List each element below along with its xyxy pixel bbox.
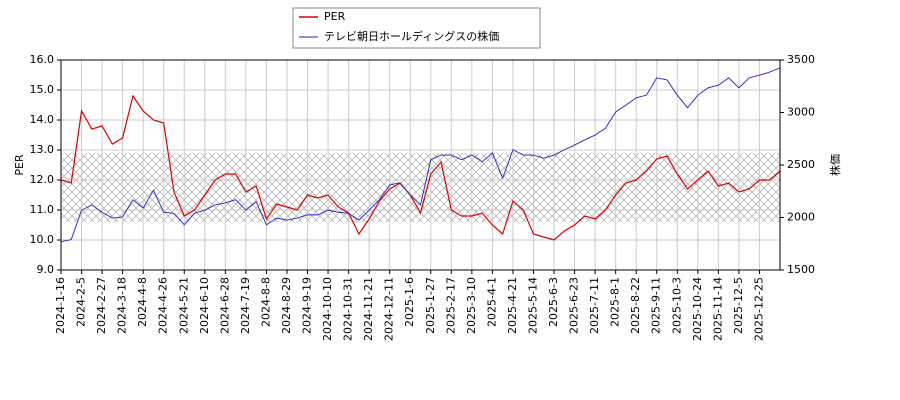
y2-tick-label: 3000 <box>787 106 815 119</box>
x-tick-label: 2025-4-21 <box>506 277 519 334</box>
x-tick-label: 2024-5-21 <box>177 277 190 334</box>
x-tick-label: 2025-12-25 <box>752 277 765 341</box>
y-tick-label: 13.0 <box>30 143 55 156</box>
x-tick-label: 2024-7-19 <box>239 277 252 334</box>
x-tick-label: 2025-2-17 <box>444 277 457 334</box>
x-tick-label: 2024-11-21 <box>362 277 375 341</box>
x-tick-label: 2025-1-6 <box>403 277 416 327</box>
x-tick-label: 2024-4-8 <box>136 277 149 327</box>
x-tick-label: 2024-10-31 <box>342 277 355 341</box>
legend: PER テレビ朝日ホールディングスの株価 <box>292 7 541 49</box>
y-tick-label: 15.0 <box>30 83 55 96</box>
legend-label: テレビ朝日ホールディングスの株価 <box>324 29 499 43</box>
x-tick-label: 2024-10-10 <box>321 277 334 341</box>
x-tick-label: 2024-8-29 <box>280 277 293 334</box>
x-tick-label: 2025-3-10 <box>465 277 478 334</box>
x-tick-label: 2025-8-1 <box>609 277 622 327</box>
x-tick-label: 2025-10-24 <box>691 277 704 341</box>
y2-tick-label: 2500 <box>787 158 815 171</box>
x-tick-label: 2024-12-11 <box>383 277 396 341</box>
x-tick-label: 2025-9-11 <box>650 277 663 334</box>
y-tick-label: 10.0 <box>30 233 55 246</box>
y2-tick-label: 3500 <box>787 53 815 66</box>
y2-axis-label: 株価 <box>828 154 842 176</box>
y-tick-label: 16.0 <box>30 53 55 66</box>
y-tick-label: 9.0 <box>37 263 55 276</box>
y-tick-label: 14.0 <box>30 113 55 126</box>
y2-tick-label: 2000 <box>787 211 815 224</box>
y-tick-label: 11.0 <box>30 203 55 216</box>
x-tick-label: 2025-1-27 <box>424 277 437 334</box>
x-tick-label: 2025-7-11 <box>588 277 601 334</box>
x-tick-label: 2024-8-8 <box>259 277 272 327</box>
x-tick-label: 2024-3-18 <box>116 277 129 334</box>
x-tick-label: 2025-6-3 <box>547 277 560 327</box>
y-tick-label: 12.0 <box>30 173 55 186</box>
x-tick-label: 2025-11-14 <box>711 277 724 341</box>
y2-tick-label: 1500 <box>787 263 815 276</box>
x-tick-label: 2024-1-16 <box>54 277 67 334</box>
x-tick-label: 2025-10-3 <box>670 277 683 334</box>
x-tick-label: 2025-5-14 <box>526 277 539 334</box>
series-line <box>60 67 781 243</box>
x-tick-label: 2024-2-5 <box>75 277 88 327</box>
x-tick-label: 2024-6-10 <box>198 277 211 334</box>
x-tick-label: 2025-4-1 <box>485 277 498 327</box>
legend-box <box>292 7 541 49</box>
x-tick-label: 2025-6-23 <box>568 277 581 334</box>
x-tick-label: 2024-6-28 <box>218 277 231 334</box>
x-tick-label: 2024-9-19 <box>301 277 314 334</box>
y-axis-label: PER <box>13 154 26 176</box>
legend-label: PER <box>324 10 346 23</box>
x-tick-label: 2025-12-5 <box>732 277 745 334</box>
x-tick-label: 2024-2-27 <box>95 277 108 334</box>
x-tick-label: 2025-8-22 <box>629 277 642 334</box>
series-line <box>60 94 781 241</box>
x-tick-label: 2024-4-26 <box>157 277 170 334</box>
